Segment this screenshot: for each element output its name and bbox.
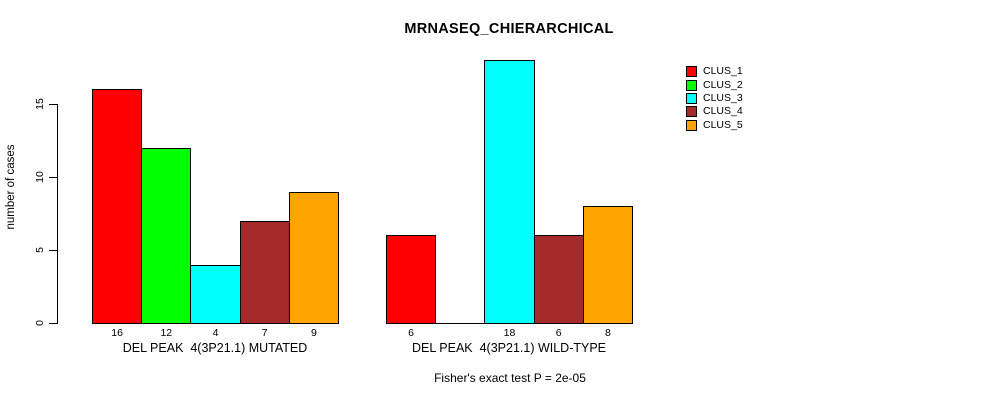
legend: CLUS_1 CLUS_2 CLUS_3 CLUS_4 CLUS_5 xyxy=(686,65,743,132)
legend-item: CLUS_1 xyxy=(686,65,743,78)
x-axis-group-label: DEL PEAK 4(3P21.1) MUTATED xyxy=(122,341,308,355)
legend-swatch xyxy=(686,66,697,78)
bar-clus_2-group1 xyxy=(141,147,192,324)
bar-value-label: 16 xyxy=(111,327,123,339)
legend-swatch xyxy=(686,119,697,131)
bar-clus_3-group2 xyxy=(484,60,535,324)
bar-value-label: 6 xyxy=(555,327,562,339)
y-axis-tick-label: 10 xyxy=(33,171,46,183)
bar-clus_4-group2 xyxy=(533,235,584,324)
legend-swatch xyxy=(686,79,697,91)
bar-value-label: 8 xyxy=(604,327,611,339)
x-axis-group-label: DEL PEAK 4(3P21.1) WILD-TYPE xyxy=(411,341,607,355)
y-axis-tick xyxy=(49,104,57,105)
bar-value-label: 12 xyxy=(160,327,173,339)
y-axis-tick-label: 5 xyxy=(33,247,46,253)
legend-item: CLUS_4 xyxy=(686,105,743,118)
legend-item: CLUS_3 xyxy=(686,92,743,105)
legend-item-label: CLUS_2 xyxy=(703,78,743,91)
bar-clus_5-group2 xyxy=(582,206,633,324)
bar-clus_1-group2 xyxy=(386,235,437,324)
legend-swatch xyxy=(686,106,697,118)
bar-clus_5-group1 xyxy=(288,191,339,324)
bar-clus_4-group1 xyxy=(239,220,290,324)
y-axis-tick xyxy=(49,177,57,178)
bar-value-label: 6 xyxy=(408,327,415,339)
legend-item-label: CLUS_3 xyxy=(703,91,743,104)
legend-item: CLUS_2 xyxy=(686,78,743,91)
legend-item-label: CLUS_5 xyxy=(703,118,743,131)
bar-value-label: 9 xyxy=(310,327,317,339)
legend-swatch xyxy=(686,92,697,104)
bar-value-label: 18 xyxy=(503,327,516,339)
bar-value-label: 7 xyxy=(261,327,268,339)
bar-clus_1-group1 xyxy=(92,89,143,324)
y-axis-line xyxy=(57,104,58,324)
footnote: Fisher's exact test P = 2e-05 xyxy=(434,371,586,385)
legend-item: CLUS_5 xyxy=(686,119,743,132)
y-axis-tick xyxy=(49,323,57,324)
legend-item-label: CLUS_1 xyxy=(703,65,743,78)
y-axis-tick-label: 15 xyxy=(33,98,46,110)
y-axis-tick xyxy=(49,250,57,251)
bar-value-label: 4 xyxy=(212,327,219,339)
bar-clus_2-group2 xyxy=(435,323,486,324)
y-axis-tick-label: 0 xyxy=(33,320,46,326)
bar-clus_3-group1 xyxy=(190,264,241,324)
legend-item-label: CLUS_4 xyxy=(703,105,743,118)
y-axis-label: number of cases xyxy=(5,144,17,230)
chart-title: MRNASEQ_CHIERARCHICAL xyxy=(404,21,614,37)
